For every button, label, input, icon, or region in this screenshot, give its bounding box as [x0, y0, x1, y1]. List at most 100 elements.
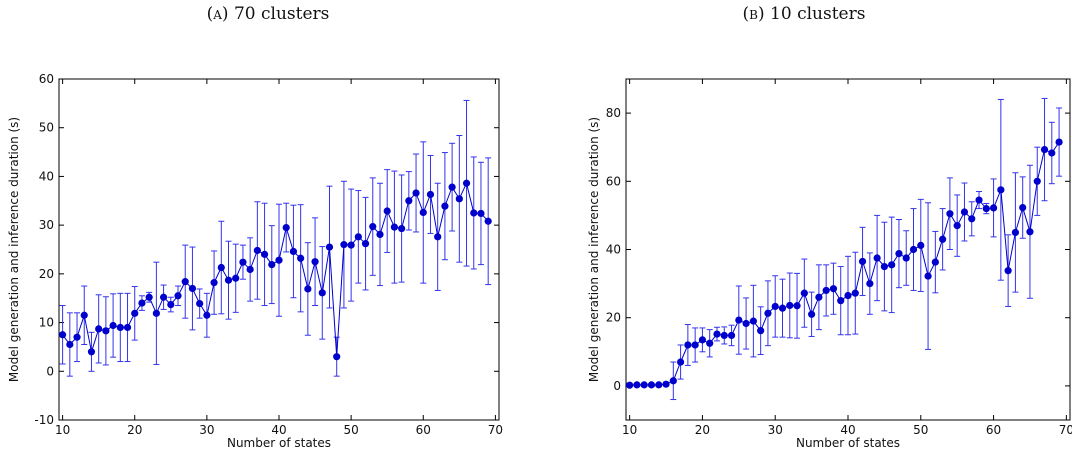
chart-a: 10 20 30 40 50 60 70 -10 0 10 20 30 40 50 60 Number of …	[7, 72, 503, 450]
x-tick-label: 30	[768, 423, 783, 437]
data-point	[477, 209, 485, 218]
x-tick-label: 40	[840, 423, 855, 437]
y-tick-label: 10	[39, 316, 54, 330]
x-tick-label: 10	[55, 423, 70, 437]
x-tick-label: 50	[343, 423, 358, 437]
data-point	[968, 215, 976, 223]
data-point	[361, 240, 370, 248]
data-point	[888, 261, 896, 269]
data-point	[880, 262, 888, 271]
data-point	[188, 284, 197, 293]
x-axis-label: Number of states	[227, 436, 331, 450]
data-point	[462, 179, 471, 187]
data-point	[80, 311, 88, 319]
data-point	[662, 380, 670, 388]
data-point	[953, 222, 961, 230]
data-point	[873, 254, 881, 262]
chart-b: 10 20 30 40 50 60 70 0 20 40 60 80 Number of states M…	[587, 78, 1072, 450]
data-point	[989, 204, 998, 212]
data-point	[1033, 177, 1041, 185]
data-point	[706, 339, 714, 347]
data-point	[713, 330, 721, 338]
data-point	[1055, 138, 1063, 146]
data-point	[354, 233, 362, 241]
data-point	[866, 280, 874, 288]
data-point	[484, 217, 492, 225]
data-point	[325, 243, 334, 251]
x-axis-label: Number of states	[796, 436, 900, 450]
data-point	[837, 297, 845, 305]
caption-a: (a) 70 clusters	[0, 4, 536, 24]
data-point	[455, 195, 463, 203]
x-tick-label: 70	[1059, 423, 1072, 437]
data-point	[448, 183, 456, 191]
y-tick-label: 60	[606, 174, 621, 188]
data-point	[102, 327, 110, 335]
data-point	[720, 331, 728, 340]
data-point	[778, 304, 787, 312]
y-tick-label: 40	[606, 243, 621, 257]
y-tick-label: 60	[39, 72, 54, 86]
data-point	[217, 263, 225, 272]
data-point	[73, 333, 81, 341]
data-point	[196, 299, 204, 308]
data-point	[383, 207, 391, 215]
caption-b: (b) 10 clusters	[536, 4, 1072, 24]
x-tick-label: 10	[622, 423, 637, 437]
data-point	[727, 331, 736, 340]
data-point	[253, 246, 261, 255]
x-tick-label: 20	[127, 423, 142, 437]
data-point	[131, 309, 139, 317]
data-point	[931, 258, 939, 266]
data-point	[109, 321, 117, 330]
data-point	[829, 285, 838, 293]
data-point	[822, 286, 830, 295]
data-point	[982, 204, 990, 213]
data-point	[210, 279, 218, 287]
data-point	[771, 302, 779, 311]
data-point	[735, 316, 743, 324]
data-point	[59, 331, 67, 339]
caption-a-tag: (a)	[206, 4, 229, 24]
data-point	[297, 254, 305, 262]
y-tick-label: 30	[39, 218, 54, 232]
data-point	[1019, 203, 1027, 212]
y-tick-label: 20	[606, 311, 621, 325]
data-point	[426, 190, 435, 199]
data-point	[764, 309, 772, 317]
caption-b-text: 10 clusters	[770, 4, 866, 24]
y-axis-label: Model generation and inference duration …	[587, 117, 601, 382]
data-point	[902, 254, 910, 262]
data-point	[275, 256, 283, 264]
data-point	[946, 210, 954, 218]
data-point	[412, 189, 420, 197]
data-point	[224, 276, 233, 284]
x-tick-label: 30	[199, 423, 214, 437]
data-point	[174, 292, 182, 300]
data-point	[246, 265, 254, 274]
data-point	[858, 257, 867, 266]
data-point	[924, 272, 932, 280]
data-point	[232, 274, 240, 282]
figure-a: (a) 70 clusters 10 20 30 40 50 60 70 -10 0 10 20 30…	[0, 4, 536, 450]
data-point	[655, 381, 663, 389]
data-point	[239, 258, 247, 266]
data-point	[909, 245, 918, 254]
data-point	[676, 358, 685, 366]
y-tick-label: 0	[613, 379, 621, 393]
data-point	[95, 325, 103, 333]
data-point	[260, 250, 269, 258]
caption-a-text: 70 clusters	[233, 4, 330, 24]
data-point	[405, 197, 413, 205]
data-point	[268, 261, 276, 269]
data-point	[997, 186, 1005, 194]
data-point	[470, 209, 478, 217]
data-point	[749, 317, 757, 325]
data-point	[66, 340, 74, 349]
x-tick-label: 60	[416, 423, 431, 437]
x-tick-label: 40	[271, 423, 286, 437]
data-point	[1040, 145, 1049, 154]
data-point	[851, 289, 859, 297]
data-point	[844, 291, 852, 300]
data-point	[311, 258, 319, 266]
